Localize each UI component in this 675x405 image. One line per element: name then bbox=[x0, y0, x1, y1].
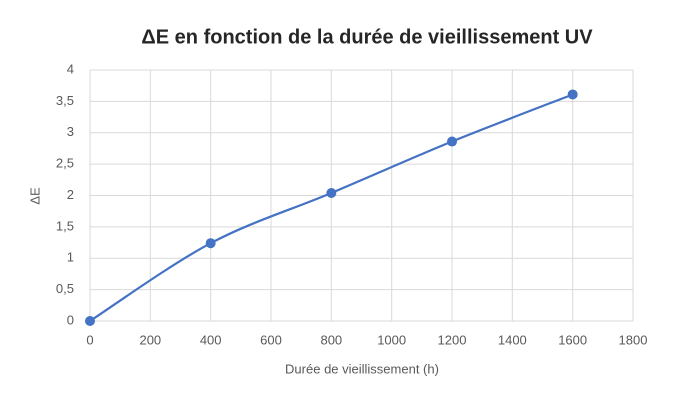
x-tick-label: 600 bbox=[260, 332, 282, 347]
y-axis-label: ΔE bbox=[27, 187, 42, 205]
x-tick-label: 400 bbox=[200, 332, 222, 347]
chart-title: ΔE en fonction de la durée de vieillisse… bbox=[141, 26, 593, 48]
y-tick-label: 2 bbox=[67, 187, 74, 202]
x-tick-label: 200 bbox=[139, 332, 161, 347]
x-tick-label: 1000 bbox=[377, 332, 406, 347]
y-tick-label: 0 bbox=[67, 312, 74, 327]
y-tick-label: 2,5 bbox=[56, 156, 74, 171]
y-tick-label: 1 bbox=[67, 250, 74, 265]
x-tick-label: 1800 bbox=[619, 332, 648, 347]
x-axis-label: Durée de vieillissement (h) bbox=[285, 361, 439, 376]
data-point bbox=[326, 187, 337, 198]
x-tick-label: 1600 bbox=[558, 332, 587, 347]
data-point bbox=[567, 89, 578, 100]
x-tick-label: 0 bbox=[86, 332, 93, 347]
y-tick-label: 1,5 bbox=[56, 218, 74, 233]
y-tick-label: 0,5 bbox=[56, 281, 74, 296]
data-point bbox=[447, 136, 457, 147]
x-tick-label: 1200 bbox=[438, 332, 467, 347]
x-tick-label: 800 bbox=[320, 332, 342, 347]
y-tick-label: 4 bbox=[67, 61, 74, 76]
data-point bbox=[85, 316, 95, 326]
data-point bbox=[205, 238, 216, 249]
y-tick-label: 3,5 bbox=[56, 93, 74, 108]
y-tick-label: 3 bbox=[67, 124, 74, 139]
x-tick-label: 1400 bbox=[498, 332, 527, 347]
